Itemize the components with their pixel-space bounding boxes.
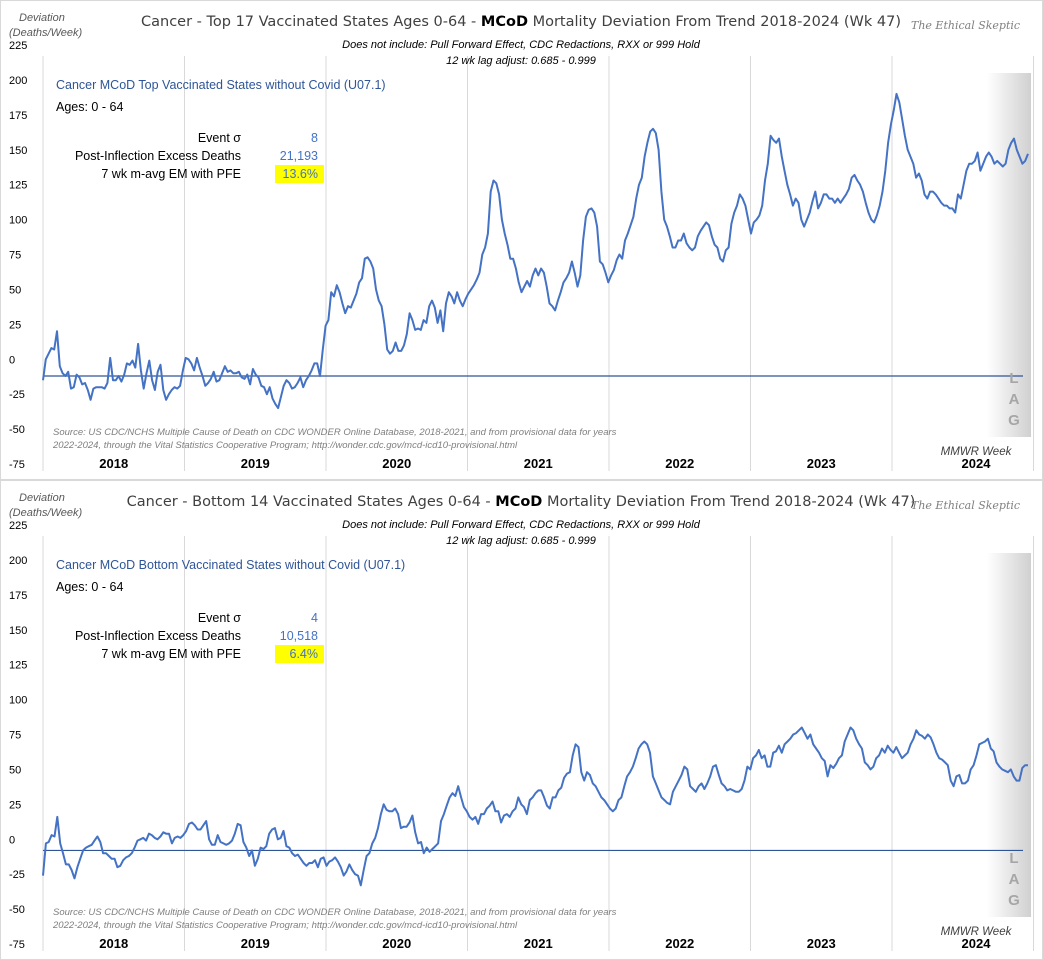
chart-title: Cancer - Bottom 14 Vaccinated States Age…: [127, 494, 916, 510]
x-tick-label: 2021: [524, 456, 553, 471]
x-tick-label: 2020: [382, 936, 411, 951]
y-axis-title-line2: (Deaths/Week): [9, 27, 82, 39]
lag-shade: [987, 553, 1031, 917]
source-note-line1: Source: US CDC/NCHS Multiple Cause of De…: [53, 907, 617, 918]
stat-value: 21,193: [280, 149, 318, 163]
y-tick-label: -50: [9, 424, 25, 436]
stat-value: 10,518: [280, 629, 318, 643]
x-tick-label: 2024: [962, 456, 992, 471]
y-tick-label: 175: [9, 590, 27, 602]
y-tick-label: 25: [9, 799, 21, 811]
chart-title-part2: Mortality Deviation From Trend 2018-2024…: [528, 14, 901, 30]
source-note-line1: Source: US CDC/NCHS Multiple Cause of De…: [53, 427, 617, 438]
source-note-line2: 2022-2024, through the Vital Statistics …: [52, 920, 518, 931]
stat-value: 4: [311, 611, 318, 625]
stat-label: 7 wk m-avg EM with PFE: [101, 647, 241, 661]
x-tick-label: 2018: [99, 456, 128, 471]
stat-value: 13.6%: [283, 167, 318, 181]
stat-label: Event σ: [198, 611, 241, 625]
y-tick-label: 175: [9, 110, 27, 122]
y-tick-label: 225: [9, 40, 27, 52]
lag-letter: L: [1009, 850, 1018, 867]
ages-label: Ages: 0 - 64: [56, 580, 123, 594]
ages-label: Ages: 0 - 64: [56, 100, 123, 114]
y-tick-label: 150: [9, 625, 27, 637]
y-tick-label: 100: [9, 215, 27, 227]
y-tick-label: 0: [9, 834, 15, 846]
x-tick-label: 2020: [382, 456, 411, 471]
y-tick-label: 125: [9, 660, 27, 672]
chart-panel-bottom: 225 200 175 150 125 100 75 50 25 0 -25 -50 -75 2018 20…: [0, 480, 1043, 960]
lag-letter: A: [1009, 391, 1020, 408]
y-tick-label: 0: [9, 354, 15, 366]
brand-watermark: The Ethical Skeptic: [911, 499, 1020, 512]
x-tick-label: 2023: [807, 456, 836, 471]
y-tick-label: 150: [9, 145, 27, 157]
chart-title: Cancer - Top 17 Vaccinated States Ages 0…: [141, 14, 901, 30]
x-tick-label: 2023: [807, 936, 836, 951]
y-tick-label: 200: [9, 555, 27, 567]
series-line-deviation: [42, 726, 1028, 887]
y-axis-title-line1: Deviation: [19, 492, 65, 504]
lag-letter: L: [1009, 370, 1018, 387]
chart-title-bold: MCoD: [495, 494, 542, 510]
x-tick-label: 2018: [99, 936, 128, 951]
x-axis-title: MMWR Week: [941, 446, 1013, 458]
y-tick-label: 50: [9, 284, 21, 296]
y-tick-label: -25: [9, 389, 25, 401]
series-line-deviation: [42, 92, 1029, 410]
x-tick-label: 2019: [241, 936, 270, 951]
x-tick-label: 2022: [665, 456, 694, 471]
y-axis-title-line2: (Deaths/Week): [9, 507, 82, 519]
chart-subtitle-2: 12 wk lag adjust: 0.685 - 0.999: [446, 535, 596, 547]
chart-panel-top: 225 200 175 150 125 100 75 50 25 0 -25 -50 -75 2018 20…: [0, 0, 1043, 480]
y-tick-label: 25: [9, 319, 21, 331]
y-tick-label: 125: [9, 180, 27, 192]
chart-title-part1: Cancer - Top 17 Vaccinated States Ages 0…: [141, 14, 481, 30]
y-tick-label: 75: [9, 250, 21, 262]
y-tick-label: -50: [9, 904, 25, 916]
y-axis-title-line1: Deviation: [19, 12, 65, 24]
chart-subtitle-1: Does not include: Pull Forward Effect, C…: [342, 39, 701, 51]
lag-letter: G: [1008, 412, 1020, 429]
chart-title-bold: MCoD: [481, 14, 528, 30]
chart-subtitle-1: Does not include: Pull Forward Effect, C…: [342, 519, 701, 531]
lag-letter: G: [1008, 892, 1020, 909]
series-label: Cancer MCoD Bottom Vaccinated States wit…: [56, 558, 405, 572]
y-tick-label: -75: [9, 459, 25, 471]
chart-bottom-svg: 225 200 175 150 125 100 75 50 25 0 -25 -50 -75 2018 20…: [9, 492, 1034, 951]
source-note-line2: 2022-2024, through the Vital Statistics …: [52, 440, 518, 451]
chart-title-part2: Mortality Deviation From Trend 2018-2024…: [542, 494, 915, 510]
y-tick-label: 225: [9, 520, 27, 532]
stat-label: Event σ: [198, 131, 241, 145]
y-tick-label: -25: [9, 869, 25, 881]
stat-label: Post-Inflection Excess Deaths: [75, 149, 241, 163]
x-tick-label: 2019: [241, 456, 270, 471]
y-tick-label: 75: [9, 730, 21, 742]
x-tick-label: 2024: [962, 936, 992, 951]
lag-letter: A: [1009, 871, 1020, 888]
stat-highlight: [275, 645, 324, 663]
x-tick-label: 2021: [524, 936, 553, 951]
y-tick-label: 200: [9, 75, 27, 87]
stat-label: Post-Inflection Excess Deaths: [75, 629, 241, 643]
chart-top-svg: 225 200 175 150 125 100 75 50 25 0 -25 -50 -75 2018 20…: [9, 12, 1034, 471]
brand-watermark: The Ethical Skeptic: [911, 19, 1020, 32]
chart-subtitle-2: 12 wk lag adjust: 0.685 - 0.999: [446, 55, 596, 67]
y-tick-label: 50: [9, 764, 21, 776]
stat-label: 7 wk m-avg EM with PFE: [101, 167, 241, 181]
y-tick-label: -75: [9, 939, 25, 951]
y-tick-label: 100: [9, 695, 27, 707]
stat-value: 8: [311, 131, 318, 145]
x-axis-title: MMWR Week: [941, 926, 1013, 938]
series-label: Cancer MCoD Top Vaccinated States withou…: [56, 78, 386, 92]
x-tick-label: 2022: [665, 936, 694, 951]
stat-highlight: [275, 165, 324, 183]
chart-title-part1: Cancer - Bottom 14 Vaccinated States Age…: [127, 494, 496, 510]
stat-value: 6.4%: [290, 647, 319, 661]
